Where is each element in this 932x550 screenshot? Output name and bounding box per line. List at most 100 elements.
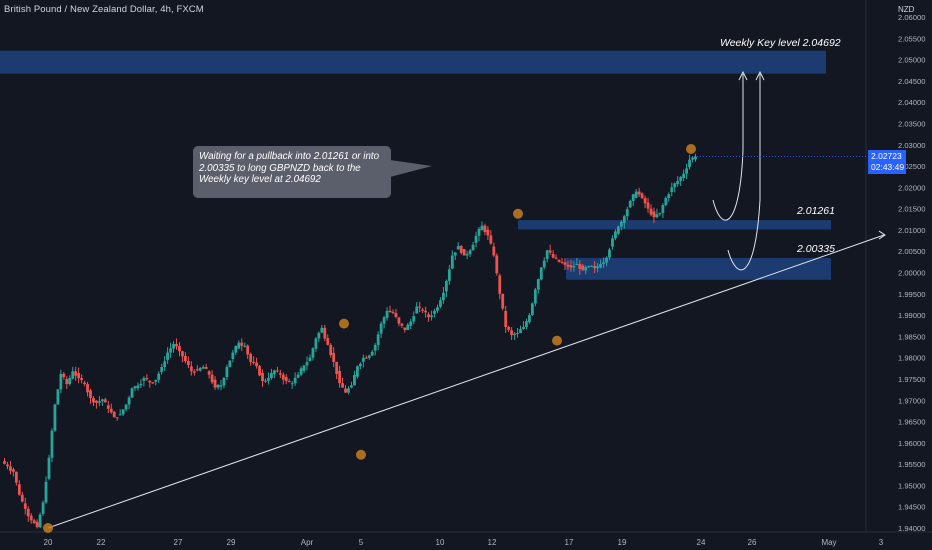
candle-body xyxy=(486,229,490,236)
candle-body xyxy=(32,520,36,524)
candle-body xyxy=(255,362,258,367)
candle-body xyxy=(65,378,69,385)
key-zone[interactable] xyxy=(566,258,831,280)
candle-body xyxy=(430,315,433,318)
y-tick-label: 1.99500 xyxy=(898,290,925,299)
candle-body xyxy=(498,275,502,294)
x-tick-label: Apr xyxy=(301,538,314,547)
x-tick-label: 19 xyxy=(618,538,627,547)
y-tick-label: 1.95000 xyxy=(898,481,925,490)
candle-body xyxy=(643,197,647,204)
candle-body xyxy=(243,345,247,347)
candle-body xyxy=(685,168,688,174)
candle-body xyxy=(388,310,392,313)
candle-body xyxy=(551,253,555,258)
candle-body xyxy=(513,333,516,336)
y-tick-label: 1.94000 xyxy=(898,524,925,533)
candle-body xyxy=(95,400,98,403)
candle-body xyxy=(139,383,143,386)
trendline[interactable] xyxy=(47,234,885,529)
candle-body xyxy=(667,194,671,198)
candle-body xyxy=(278,373,282,375)
candle-body xyxy=(533,289,537,304)
candle-body xyxy=(332,352,336,362)
candle-body xyxy=(682,173,686,179)
candle-body xyxy=(409,321,413,326)
y-tick-label: 1.97500 xyxy=(898,375,925,384)
candle-body xyxy=(305,362,309,366)
candle-body xyxy=(480,225,484,231)
candle-body xyxy=(611,238,614,247)
candle-body xyxy=(599,263,602,268)
projection-arrow-2[interactable] xyxy=(727,74,761,271)
y-tick-label: 2.03500 xyxy=(898,119,925,128)
candle-body xyxy=(267,378,270,381)
candle-body xyxy=(23,503,27,509)
swing-marker[interactable] xyxy=(686,144,696,155)
candle-body xyxy=(347,388,350,393)
x-tick-label: 24 xyxy=(697,538,706,547)
swing-marker[interactable] xyxy=(513,208,523,219)
candle-body xyxy=(317,332,321,339)
y-tick-label: 2.04000 xyxy=(898,98,925,107)
y-tick-label: 2.00500 xyxy=(898,247,925,256)
candle-body xyxy=(655,214,659,218)
candle-body xyxy=(590,265,594,267)
candle-body xyxy=(195,369,199,371)
y-tick-label: 1.98500 xyxy=(898,332,925,341)
candle-body xyxy=(608,249,611,258)
projection-arrow-1[interactable] xyxy=(712,74,744,221)
candle-body xyxy=(293,377,297,384)
candle-body xyxy=(421,309,425,311)
candle-body xyxy=(264,380,267,382)
x-tick-label: 12 xyxy=(488,538,497,547)
candle-body xyxy=(151,382,155,384)
key-zone[interactable] xyxy=(0,50,826,74)
candle-body xyxy=(50,430,54,458)
candle-body xyxy=(148,380,152,383)
candle-body xyxy=(439,300,442,307)
swing-marker[interactable] xyxy=(339,318,349,329)
analysis-callout[interactable]: Waiting for a pullback into 2.01261 or i… xyxy=(193,146,391,198)
candle-body xyxy=(483,225,487,233)
candle-body xyxy=(56,389,60,405)
candle-body xyxy=(38,514,42,528)
candle-body xyxy=(272,370,276,374)
swing-marker[interactable] xyxy=(43,523,53,533)
y-tick-label: 2.05000 xyxy=(898,56,925,65)
candle-body xyxy=(284,377,288,382)
candle-body xyxy=(115,417,119,419)
y-tick-label: 1.97000 xyxy=(898,396,925,405)
candle-body xyxy=(522,327,525,330)
y-tick-label: 1.94500 xyxy=(898,503,925,512)
candle-body xyxy=(587,266,591,268)
candle-body xyxy=(673,183,677,188)
y-tick-label: 2.01000 xyxy=(898,226,925,235)
candle-body xyxy=(539,267,543,280)
candle-body xyxy=(694,156,697,160)
y-tick-label: 1.99000 xyxy=(898,311,925,320)
candle-body xyxy=(281,374,285,380)
candle-body xyxy=(14,471,18,483)
candle-body xyxy=(495,255,499,274)
swing-marker[interactable] xyxy=(356,449,366,460)
candle-body xyxy=(605,257,608,263)
swing-marker[interactable] xyxy=(552,335,562,346)
price-axis-currency: NZD xyxy=(898,5,915,14)
candle-body xyxy=(145,378,149,380)
key-zone[interactable] xyxy=(518,220,831,230)
candle-body xyxy=(311,348,315,358)
candle-body xyxy=(637,191,641,195)
candle-body xyxy=(154,379,158,382)
candle-body xyxy=(71,371,75,379)
candle-body xyxy=(548,250,552,253)
candle-body xyxy=(614,231,617,239)
candle-body xyxy=(109,408,113,413)
candle-body xyxy=(142,378,146,381)
candle-body xyxy=(213,379,217,388)
candle-body xyxy=(240,342,244,346)
candle-body xyxy=(489,235,493,244)
candle-body xyxy=(670,187,674,192)
candle-body xyxy=(68,377,72,385)
